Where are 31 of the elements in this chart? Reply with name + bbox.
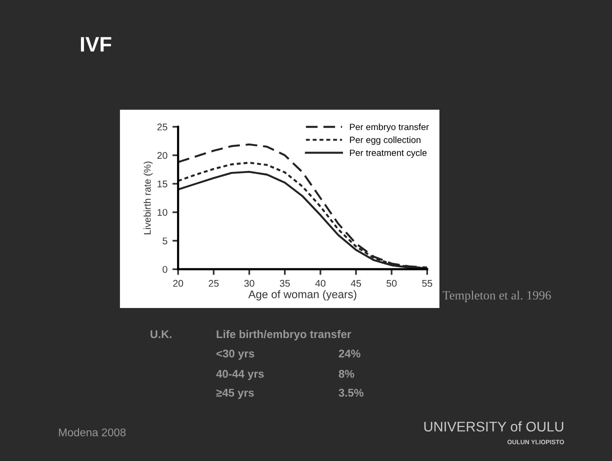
x-tick-label: 55 [422,280,432,287]
y-tick-label: 0 [162,266,168,273]
legend-label: Per treatment cycle [350,149,427,158]
y-tick-label: 25 [157,124,168,130]
x-tick-label: 20 [173,280,184,287]
text: UNIVERSITY of OULU [424,421,564,432]
x-tick-label: 50 [386,280,397,287]
text: Life birth/embryo transfer [216,330,352,340]
y-tick-label: 10 [158,208,168,216]
text: 24% [338,350,360,358]
y-tick-label: 15 [158,180,168,188]
x-tick-label: 30 [244,280,254,287]
y-tick-label: 20 [157,152,168,159]
text: 8% [338,370,354,378]
x-tick-label: 35 [280,280,290,287]
y-axis-title: Livebirth rate (%) [144,162,153,234]
legend-label: Per egg collection [350,136,420,145]
x-tick-label: 40 [315,280,326,287]
text: Templeton et al. 1996 [442,290,551,302]
text: U.K. [150,330,172,338]
x-tick-label: 25 [208,280,219,287]
text: Modena 2008 [59,428,126,436]
text: <30 yrs [216,350,254,360]
x-tick-label: 45 [350,280,362,287]
text: 3.5% [338,388,364,397]
chart-title: IVF [80,37,112,52]
text: 40-44 yrs [216,370,264,380]
text: ≥45 yrs [216,388,254,399]
x-axis-title: Age of woman (years) [248,290,356,300]
legend-label: Per embryo transfer [350,124,429,132]
y-tick-label: 5 [162,238,168,244]
